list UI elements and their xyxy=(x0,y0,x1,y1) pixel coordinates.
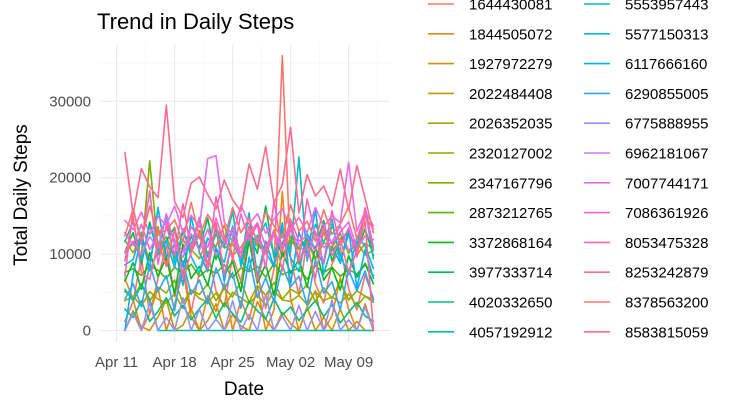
legend-label: 4020332650 xyxy=(469,295,552,312)
legend-item: 8253242879 xyxy=(584,265,708,282)
legend-item: 1927972279 xyxy=(428,56,552,73)
legend-item: 2022484408 xyxy=(428,86,552,103)
y-tick-label: 0 xyxy=(83,323,91,340)
x-tick-label: Apr 25 xyxy=(210,354,254,371)
series-line-4020332650 xyxy=(124,296,375,324)
legend-label: 2022484408 xyxy=(469,86,552,103)
series-lines xyxy=(124,54,375,332)
legend-item: 6290855005 xyxy=(584,86,708,103)
legend-item: 6775888955 xyxy=(584,116,708,133)
y-tick-label: 10000 xyxy=(49,246,91,263)
series-line-4057192912 xyxy=(124,284,375,332)
x-axis-title: Date xyxy=(224,379,264,400)
plot-panel xyxy=(100,44,390,342)
legend-label: 1844505072 xyxy=(469,26,552,43)
legend-label: 8253242879 xyxy=(625,265,708,282)
legend-label: 2873212765 xyxy=(469,205,552,222)
legend-label: 8583815059 xyxy=(625,324,708,341)
x-tick-label: May 09 xyxy=(324,354,373,371)
series-line-8253242879 xyxy=(124,215,375,332)
legend-item: 8053475328 xyxy=(584,235,708,252)
legend-item: 8583815059 xyxy=(584,324,708,341)
legend-label: 7086361926 xyxy=(625,205,708,222)
series-line-7086361926 xyxy=(124,217,375,255)
series-line-5577150313 xyxy=(124,223,375,276)
legend-item: 4057192912 xyxy=(428,324,552,341)
series-line-8053475328 xyxy=(124,189,375,278)
y-tick-label: 20000 xyxy=(49,170,91,187)
legend-item: 4020332650 xyxy=(428,295,552,312)
legend-label: 8378563200 xyxy=(625,295,708,312)
legend-label: 4057192912 xyxy=(469,324,552,341)
legend-label: 2026352035 xyxy=(469,116,552,133)
legend-label: 1927972279 xyxy=(469,56,552,73)
legend-label: 8053475328 xyxy=(625,235,708,252)
series-line-6117666160 xyxy=(124,206,375,332)
y-axis-tick-labels: 0 10000 20000 30000 xyxy=(49,93,91,339)
legend-item: 2320127002 xyxy=(428,146,552,163)
legend-label: 5553957443 xyxy=(625,0,708,14)
series-line-6775888955 xyxy=(124,293,375,332)
legend-item: 3977333714 xyxy=(428,265,552,282)
x-tick-label: May 02 xyxy=(266,354,315,371)
y-tick-label: 30000 xyxy=(49,93,91,110)
legend-item: 1644430081 xyxy=(428,0,552,14)
legend-item: 1844505072 xyxy=(428,26,552,43)
x-axis-tick-labels: Apr 11 Apr 18 Apr 25 May 02 May 09 xyxy=(95,354,373,371)
series-line-8378563200 xyxy=(124,201,375,245)
legend-item: 5553957443 xyxy=(584,0,708,14)
legend-label: 6962181067 xyxy=(625,146,708,163)
legend-item: 6117666160 xyxy=(584,56,707,73)
y-axis-title: Total Daily Steps xyxy=(11,124,32,266)
legend-item: 8378563200 xyxy=(584,295,708,312)
legend-label: 7007744171 xyxy=(625,175,708,192)
legend-label: 2320127002 xyxy=(469,146,552,163)
series-line-8583815059 xyxy=(124,104,375,234)
x-tick-label: Apr 11 xyxy=(95,354,138,371)
legend-item: 2873212765 xyxy=(428,205,552,222)
legend-label: 6290855005 xyxy=(625,86,708,103)
legend-label: 6775888955 xyxy=(625,116,708,133)
legend-label: 2347167796 xyxy=(469,175,552,192)
legend-label: 3372868164 xyxy=(469,235,552,252)
legend-item: 3372868164 xyxy=(428,235,552,252)
legend-label: 6117666160 xyxy=(625,56,707,73)
legend-label: 5577150313 xyxy=(625,26,708,43)
legend-item: 2347167796 xyxy=(428,175,552,192)
legend-item: 6962181067 xyxy=(584,146,708,163)
legend-item: 2026352035 xyxy=(428,116,552,133)
series-line-6290855005 xyxy=(124,256,375,312)
legend-item: 7086361926 xyxy=(584,205,708,222)
legend-label: 3977333714 xyxy=(469,265,552,282)
legend-label: 1644430081 xyxy=(469,0,552,14)
legend: 1644430081 1844505072 1927972279 2022484408… xyxy=(428,0,708,341)
legend-item: 5577150313 xyxy=(584,26,708,43)
legend-item: 7007744171 xyxy=(584,175,708,192)
chart-title: Trend in Daily Steps xyxy=(97,9,294,34)
x-tick-label: Apr 18 xyxy=(152,354,196,371)
